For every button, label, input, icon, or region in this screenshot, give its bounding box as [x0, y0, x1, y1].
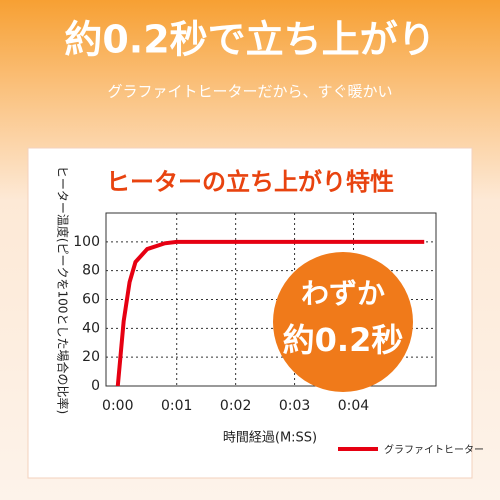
y-tick-label: 20: [82, 349, 100, 365]
x-tick-label: 0:00: [102, 398, 133, 414]
x-tick-label: 0:01: [161, 398, 192, 414]
subtitle: グラファイトヒーターだから、すぐ暖かい: [107, 83, 392, 101]
chart-title: ヒーターの立ち上がり特性: [106, 168, 394, 196]
plot: 0 20 40 60 80 100 0:00 0:01 0:02 0:03 0:04 グラファイトヒー…: [73, 212, 484, 456]
y-tick-label: 100: [73, 234, 100, 250]
legend-label: グラファイトヒーター: [384, 443, 484, 456]
badge-line2: 約0.2秒: [283, 321, 404, 359]
badge-line1: わずか: [301, 277, 385, 310]
y-tick-label: 40: [82, 320, 100, 336]
badge: [273, 252, 413, 392]
x-axis-label: 時間経過(M:SS): [223, 431, 317, 446]
title: 約0.2秒で立ち上がり: [64, 18, 435, 62]
y-tick-label: 0: [91, 378, 100, 394]
y-tick-label: 60: [82, 292, 100, 308]
series-line: [115, 239, 425, 387]
x-tick-label: 0:03: [279, 398, 310, 414]
x-tick-label: 0:04: [338, 398, 370, 414]
x-tick-label: 0:02: [220, 398, 251, 414]
y-tick-label: 80: [82, 263, 100, 279]
y-axis-label: ヒーター温度(ピークを100とした場合の比率): [56, 166, 71, 414]
